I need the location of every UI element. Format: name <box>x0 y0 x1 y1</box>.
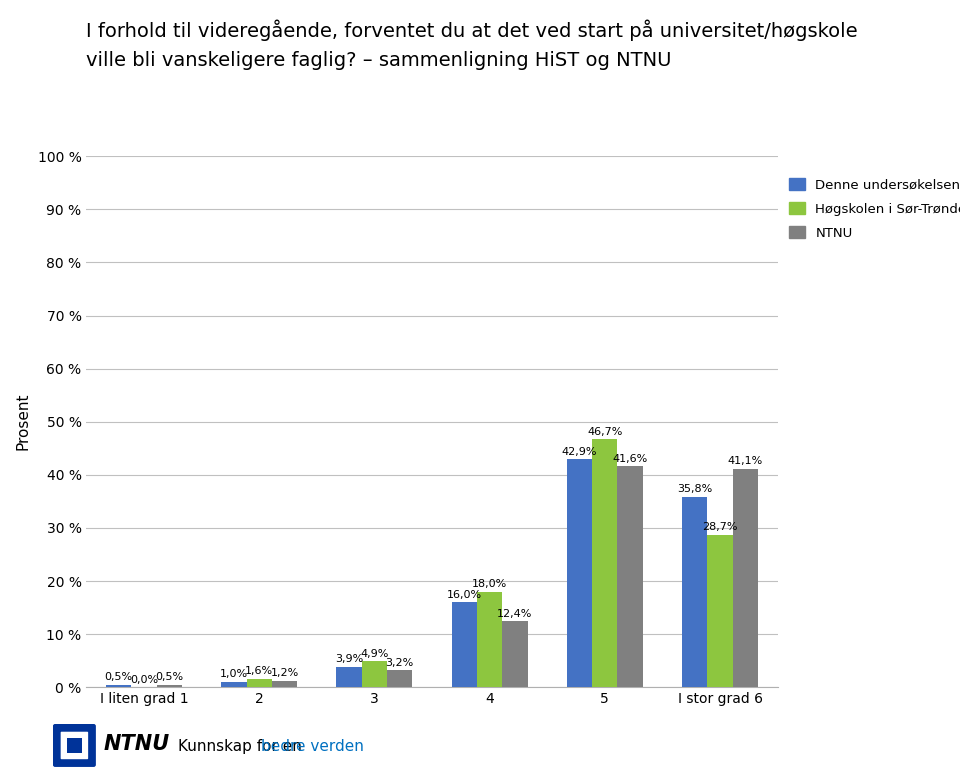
Bar <box>362 662 387 687</box>
Bar <box>708 535 732 687</box>
Text: I forhold til videregående, forventet du at det ved start på universitet/høgskol: I forhold til videregående, forventet du… <box>86 20 858 41</box>
FancyBboxPatch shape <box>67 738 82 753</box>
Text: 28,7%: 28,7% <box>703 522 737 532</box>
FancyBboxPatch shape <box>53 724 96 767</box>
Text: 1,2%: 1,2% <box>271 669 299 678</box>
Text: 12,4%: 12,4% <box>497 608 533 619</box>
Bar <box>682 497 708 687</box>
Bar <box>156 685 182 687</box>
Text: 1,0%: 1,0% <box>220 669 248 679</box>
Text: 41,1%: 41,1% <box>728 456 763 466</box>
Text: 3,2%: 3,2% <box>386 658 414 668</box>
Bar <box>451 602 477 687</box>
Text: Kunnskap for en: Kunnskap for en <box>178 739 306 754</box>
Text: 41,6%: 41,6% <box>612 454 648 464</box>
Text: 0,5%: 0,5% <box>105 672 132 682</box>
Bar <box>502 622 528 687</box>
Bar <box>106 685 132 687</box>
Text: 42,9%: 42,9% <box>562 447 597 457</box>
Text: 1,6%: 1,6% <box>245 666 274 676</box>
Text: 35,8%: 35,8% <box>677 484 712 494</box>
Text: 46,7%: 46,7% <box>588 426 622 437</box>
Text: 4,9%: 4,9% <box>360 648 389 658</box>
Bar <box>732 469 758 687</box>
Bar <box>477 592 502 687</box>
Bar <box>592 439 617 687</box>
Legend: Denne undersøkelsen, Høgskolen i Sør-Trøndelag, NTNU: Denne undersøkelsen, Høgskolen i Sør-Trø… <box>789 178 960 240</box>
Text: 0,0%: 0,0% <box>130 675 158 685</box>
Bar <box>247 679 272 687</box>
Text: ville bli vanskeligere faglig? – sammenligning HiST og NTNU: ville bli vanskeligere faglig? – sammenl… <box>86 51 672 70</box>
Text: 0,5%: 0,5% <box>156 672 183 682</box>
Bar <box>336 666 362 687</box>
Bar <box>617 466 643 687</box>
Text: 16,0%: 16,0% <box>446 590 482 600</box>
Text: bedre verden: bedre verden <box>261 739 364 754</box>
Text: NTNU: NTNU <box>104 733 170 754</box>
FancyBboxPatch shape <box>60 732 88 759</box>
Bar <box>566 459 592 687</box>
Text: 18,0%: 18,0% <box>472 579 507 589</box>
Bar <box>387 670 413 687</box>
Bar <box>272 681 298 687</box>
Y-axis label: Prosent: Prosent <box>15 393 31 451</box>
Bar <box>221 682 247 687</box>
Text: 3,9%: 3,9% <box>335 654 363 664</box>
